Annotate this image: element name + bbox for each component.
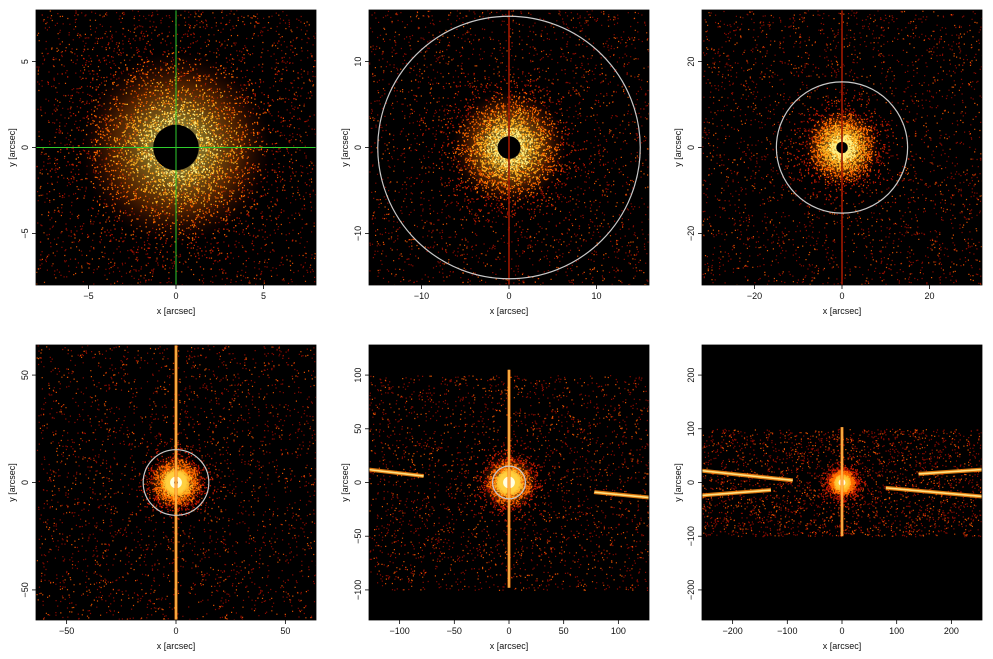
image-content [369,369,649,591]
y-tick-label: 0 [353,145,363,150]
x-tick-label: 50 [559,626,569,636]
x-tick-label: −20 [747,291,762,301]
halo-speckles-4 [826,133,859,163]
panel-3: −20 0 20 −20 0 20 x [arcsec] y [arcsec] [673,9,983,316]
x-tick-label: −200 [722,626,742,636]
extraction-circle [775,81,909,214]
y-tick-label: 50 [20,370,30,380]
image-content [702,10,982,285]
streak-core-5 [885,487,982,498]
y-tick-label: 0 [20,145,30,150]
halo-speckles-3 [469,108,551,189]
x-tick-label: 0 [839,291,844,301]
y-tick-label: 0 [353,480,363,485]
y-tick-label: 5 [20,59,30,64]
y-axis-label: y [arcsec] [7,463,17,502]
halo-speckles-2 [828,469,857,498]
x-tick-label: −5 [83,291,93,301]
y-tick-label: 10 [353,57,363,67]
x-tick-label: 5 [261,291,266,301]
streak-core-2 [702,469,793,482]
y-axis-label: y [arcsec] [673,463,683,502]
streak-core-3 [594,491,649,499]
x-axis-label: x [arcsec] [157,306,196,316]
y-tick-label: −100 [353,580,363,600]
x-tick-label: 0 [839,626,844,636]
x-axis-label: x [arcsec] [490,306,529,316]
noise-speckles-bright [36,346,316,620]
y-tick-label: −20 [686,226,696,241]
x-axis-label: x [arcsec] [823,306,862,316]
y-tick-label: 0 [686,480,696,485]
image-content [36,345,316,620]
panel-2: −10 0 10 −10 0 10 x [arcsec] y [arcsec] [340,9,650,316]
y-tick-label: 100 [353,368,363,383]
halo-speckles-4 [482,125,536,172]
x-tick-label: 0 [173,626,178,636]
noise-speckles-bright [702,428,982,537]
halo-speckles-1 [811,449,871,519]
y-tick-label: −100 [686,526,696,546]
extraction-circle [142,449,210,516]
halo-speckles-1 [413,42,615,253]
y-tick-label: −200 [686,580,696,600]
panel-5: −100 −50 0 50 100 −100 −50 0 50 100 x [arcsec] y [a… [340,344,650,651]
y-tick-label: −5 [20,228,30,238]
halo-speckles-1 [454,438,554,523]
y-tick-label: 20 [686,57,696,67]
x-tick-label: 200 [944,626,959,636]
y-tick-label: 50 [353,424,363,434]
y-tick-label: 200 [686,368,696,383]
x-tick-label: −50 [59,626,74,636]
x-axis-label: x [arcsec] [823,641,862,651]
y-tick-label: −10 [353,226,363,241]
y-axis-label: y [arcsec] [673,128,683,167]
halo-speckles-2 [75,51,272,241]
panel-6: −200 −100 0 100 200 −200 −100 0 100 200 x [arcsec]… [673,344,983,651]
streak-core-3 [702,489,771,497]
halo-speckles-1 [131,423,226,525]
x-tick-label: 0 [506,626,511,636]
panel-4: −50 0 50 −50 0 50 x [arcsec] y [arcsec] [7,344,317,651]
x-tick-label: −100 [389,626,409,636]
x-tick-label: 0 [173,291,178,301]
y-axis-label: y [arcsec] [7,128,17,167]
x-tick-label: 100 [611,626,626,636]
image-content [702,427,982,538]
x-tick-label: −50 [447,626,462,636]
y-tick-label: 0 [686,145,696,150]
y-axis-label: y [arcsec] [340,463,350,502]
panel-1: −5 0 5 −5 0 5 x [arcsec] y [arcsec] [7,9,317,316]
streak-core-4 [918,468,982,475]
x-axis-label: x [arcsec] [157,641,196,651]
x-tick-label: 20 [924,291,934,301]
halo-speckles-1 [780,87,915,223]
halo-speckles-3 [816,121,867,174]
extraction-circle [377,15,641,280]
y-tick-label: −50 [20,582,30,597]
x-tick-label: 50 [280,626,290,636]
y-axis-label: y [arcsec] [340,128,350,167]
extraction-circle [491,465,527,500]
x-tick-label: 0 [506,291,511,301]
x-axis-label: x [arcsec] [490,641,529,651]
image-content [36,10,316,285]
noise-speckles [702,428,982,538]
x-tick-label: 10 [591,291,601,301]
y-tick-label: 0 [20,480,30,485]
x-tick-label: 100 [889,626,904,636]
x-tick-label: −10 [414,291,429,301]
y-tick-label: −50 [353,529,363,544]
image-content [369,10,649,285]
y-tick-label: 100 [686,421,696,436]
streak-core-2 [369,468,424,477]
x-tick-label: −100 [777,626,797,636]
